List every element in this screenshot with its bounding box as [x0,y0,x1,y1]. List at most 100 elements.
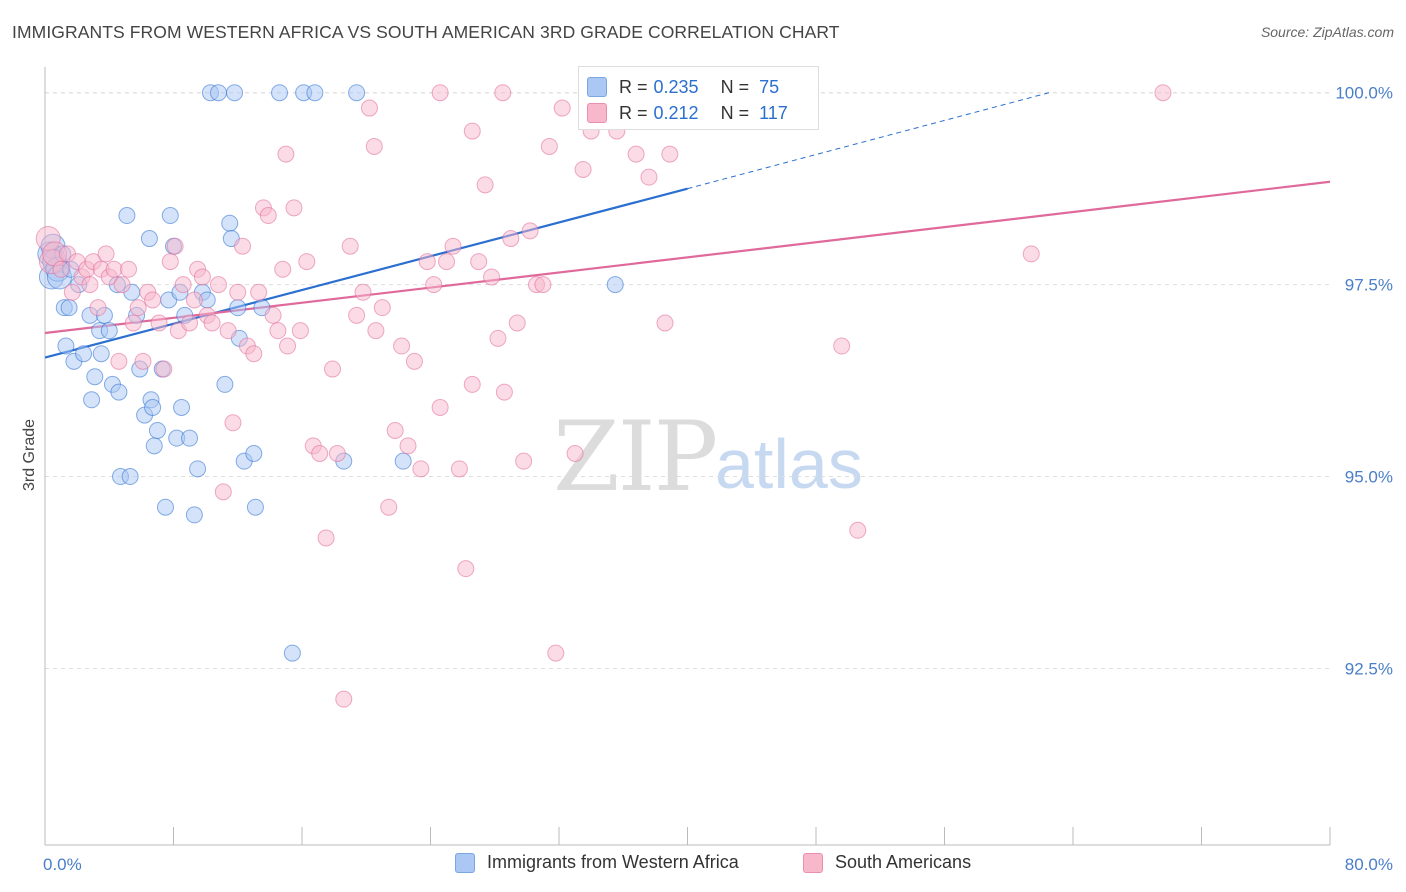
data-point [229,299,247,317]
data-point [245,345,263,363]
data-point [156,498,174,516]
legend-n-label: N = [720,102,750,123]
data-point [328,445,346,462]
y-axis-label: 3rd Grade [21,419,38,491]
data-point [534,276,552,294]
data-point [502,230,520,248]
data-point [148,421,166,439]
data-point [425,276,443,294]
data-point [193,268,211,286]
legend-n-label: N = [720,76,750,97]
data-point [574,160,592,178]
data-point [124,314,142,332]
data-point [521,222,539,240]
data-point [229,283,247,301]
data-point [489,329,507,347]
data-point [274,260,292,278]
tick-labels: 92.5% 95.0% 97.5% 100.0% 0.0% 80.0% [43,84,1393,874]
data-point [245,445,263,462]
data-point [234,237,252,255]
data-point [60,299,78,317]
legend-row-south-americans: R = 0.212 N = 117 [587,100,788,126]
data-point [144,291,162,309]
legend-n-value: 117 [759,102,788,123]
data-point [145,437,163,455]
data-point [380,498,398,516]
data-point [140,230,158,248]
data-point [386,421,404,439]
data-point [393,337,411,355]
data-point [547,644,565,662]
legend-row-western-africa: R = 0.235 N = 75 [587,74,779,100]
chart-title: IMMIGRANTS FROM WESTERN AFRICA VS SOUTH … [12,22,840,42]
data-point [89,299,107,317]
data-point [224,414,242,432]
data-point [606,276,624,294]
data-point [508,314,526,332]
watermark: ZIP atlas [553,401,863,513]
data-point [365,137,383,155]
data-point [161,207,179,225]
y-tick-label: 95.0% [1345,468,1393,487]
data-point [161,253,179,271]
y-tick-label: 92.5% [1345,659,1393,678]
data-point [246,498,264,516]
data-point [494,84,512,102]
data-point [214,483,232,501]
data-point [283,644,301,662]
axes [44,67,1331,846]
data-point [627,145,645,163]
data-point [219,322,237,340]
data-point [291,322,309,340]
data-point [113,276,131,294]
data-point [661,145,679,163]
data-point [129,299,147,317]
data-point [100,322,118,340]
legend-swatch-blue [587,77,607,97]
data-point [463,375,481,393]
bottom-legend-swatch-pink [803,852,823,873]
data-point [150,314,168,332]
data-point [341,237,359,255]
data-point [394,452,412,470]
data-point [250,283,268,301]
x-tick-label: 0.0% [43,855,82,874]
data-point [81,276,99,294]
bottom-legend-label: South Americans [835,852,972,872]
data-points [35,84,1172,708]
data-point [181,314,199,332]
data-point [75,345,93,363]
data-point [438,253,456,271]
data-point [348,84,366,102]
data-point [86,368,104,386]
data-point [110,383,128,401]
data-point [566,445,584,462]
data-point [348,306,366,324]
data-point [431,398,449,416]
data-point [418,253,436,271]
data-point [57,337,75,355]
bottom-legend-western-africa: Immigrants from Western Africa [455,852,739,873]
data-point [271,84,289,102]
data-point [317,529,335,547]
data-point [134,352,152,370]
data-point [203,314,221,332]
data-point [259,207,277,225]
data-point [279,337,297,355]
data-point [450,460,468,478]
data-point [97,245,115,263]
data-point [285,199,303,217]
data-point [166,237,184,255]
data-point [216,375,234,393]
watermark-atlas: atlas [715,425,863,503]
bottom-legend-label: Immigrants from Western Africa [487,852,739,872]
trend-line-western-africa [44,187,688,359]
correlation-legend: R = 0.235 N = 75 R = 0.212 N = 117 [578,66,819,130]
series-south-americans [35,84,1172,708]
data-point [174,276,192,294]
bottom-legend-south-americans: South Americans [803,852,971,873]
legend-swatch-pink [587,103,607,123]
data-point [121,468,139,486]
bottom-legend-swatch-blue [455,852,475,873]
